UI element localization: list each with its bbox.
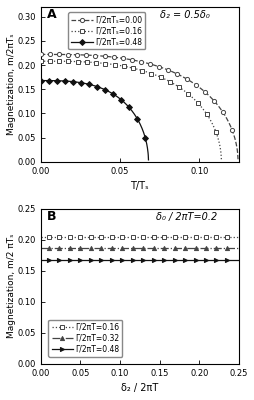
X-axis label: T/Tₛ: T/Tₛ (130, 181, 149, 191)
Text: δ₂ = 0.5δ₀: δ₂ = 0.5δ₀ (159, 10, 209, 20)
Text: A: A (46, 8, 56, 22)
Legend: Γ/2πT=0.16, Γ/2πT=0.32, Γ/2πT=0.48: Γ/2πT=0.16, Γ/2πT=0.32, Γ/2πT=0.48 (48, 320, 122, 357)
Y-axis label: Magnetization, m/2πTₛ: Magnetization, m/2πTₛ (7, 34, 16, 135)
X-axis label: δ₂ / 2πT: δ₂ / 2πT (121, 383, 158, 393)
Text: δ₀ / 2πT=0.2: δ₀ / 2πT=0.2 (155, 212, 216, 222)
Legend: Γ/2πTₛ=0.00, Γ/2πTₛ=0.16, Γ/2πTₛ=0.48: Γ/2πTₛ=0.00, Γ/2πTₛ=0.16, Γ/2πTₛ=0.48 (68, 12, 145, 49)
Text: B: B (46, 210, 56, 223)
Y-axis label: Magnetization, m/2 πTₛ: Magnetization, m/2 πTₛ (7, 234, 16, 338)
